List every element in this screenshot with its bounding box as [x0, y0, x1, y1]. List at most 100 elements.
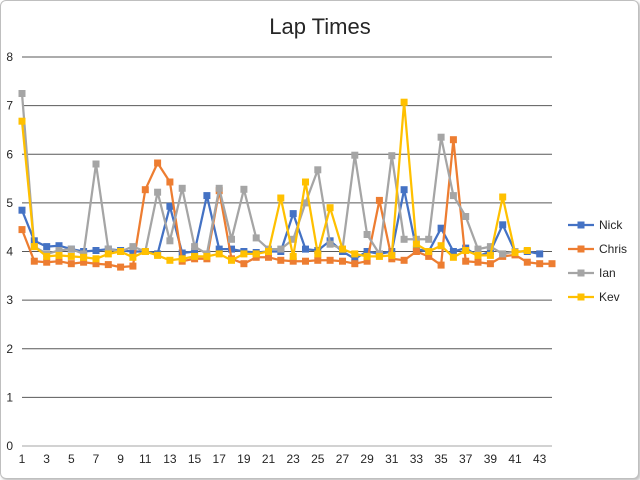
data-point — [326, 240, 334, 248]
data-point — [104, 250, 112, 258]
data-point — [178, 255, 186, 263]
x-tick-label: 15 — [188, 452, 202, 466]
data-point — [18, 226, 26, 234]
data-point — [104, 245, 112, 253]
y-tick-label: 7 — [6, 99, 13, 113]
legend-item: Nick — [568, 218, 623, 232]
x-tick-label: 41 — [508, 452, 522, 466]
legend-label: Ian — [599, 266, 616, 280]
data-point — [18, 206, 26, 214]
data-point — [277, 194, 285, 202]
data-point — [43, 252, 51, 260]
data-point — [302, 178, 309, 186]
legend-item: Ian — [568, 266, 616, 280]
y-tick-label: 2 — [6, 342, 13, 356]
data-point — [437, 261, 445, 269]
data-point — [240, 185, 248, 193]
data-point — [326, 256, 334, 264]
data-point — [55, 242, 63, 250]
data-point — [18, 90, 26, 97]
data-point — [388, 152, 396, 160]
data-point — [462, 247, 470, 254]
data-point — [43, 243, 51, 251]
data-point — [154, 188, 162, 196]
data-point — [400, 186, 408, 194]
data-point — [43, 258, 51, 266]
y-axis: 0 1 2 3 4 5 6 7 8 — [6, 50, 13, 453]
data-point — [388, 251, 396, 259]
y-tick-label: 1 — [6, 390, 13, 404]
series-chris — [18, 136, 556, 271]
data-point — [117, 248, 125, 255]
legend: Nick Chris Ian Kev — [568, 218, 627, 304]
x-tick-label: 43 — [533, 452, 547, 466]
data-point — [425, 252, 433, 260]
data-point — [449, 136, 457, 144]
x-tick-label: 3 — [43, 452, 50, 466]
x-tick-label: 1 — [19, 452, 26, 466]
x-tick-label: 37 — [459, 452, 473, 466]
data-point — [203, 252, 211, 260]
data-point — [92, 160, 100, 168]
legend-label: Kev — [599, 290, 620, 304]
data-point — [474, 258, 482, 266]
data-point — [289, 252, 297, 260]
data-point — [166, 256, 174, 264]
x-tick-label: 27 — [336, 452, 350, 466]
legend-swatch-marker — [577, 245, 585, 253]
data-point — [302, 245, 309, 253]
data-point — [117, 263, 125, 271]
data-point — [499, 193, 507, 201]
data-point — [215, 250, 223, 258]
data-point — [523, 258, 531, 266]
data-point — [449, 253, 457, 261]
data-point — [339, 245, 346, 253]
data-point — [289, 210, 297, 218]
data-point — [400, 235, 408, 243]
data-point — [104, 261, 112, 269]
y-tick-label: 5 — [6, 196, 13, 210]
data-point — [277, 245, 285, 253]
data-point — [141, 186, 149, 194]
x-tick-label: 9 — [117, 452, 124, 466]
data-point — [252, 250, 260, 258]
data-point — [302, 257, 309, 265]
data-point — [314, 256, 322, 264]
data-point — [449, 192, 457, 200]
data-point — [129, 253, 137, 261]
data-point — [351, 151, 359, 159]
data-point — [265, 253, 272, 261]
data-point — [437, 133, 445, 141]
data-point — [67, 245, 75, 253]
data-point — [425, 248, 433, 255]
y-tick-label: 3 — [6, 293, 13, 307]
legend-item: Kev — [568, 290, 620, 304]
data-point — [55, 251, 63, 259]
data-point — [129, 262, 137, 270]
data-point — [240, 260, 248, 268]
data-point — [437, 224, 445, 232]
data-point — [228, 235, 235, 243]
data-point — [178, 184, 186, 192]
data-point — [474, 251, 482, 259]
data-point — [400, 98, 408, 106]
data-point — [252, 234, 260, 242]
data-point — [548, 260, 556, 268]
y-tick-label: 4 — [6, 245, 13, 259]
x-axis: 1 3 5 7 9 11 13 15 17 19 21 23 25 27 29 31 33 35 37 39 41 43 — [19, 452, 547, 466]
data-point — [92, 255, 100, 263]
chart-title: Lap Times — [269, 14, 371, 39]
legend-swatch-marker — [577, 293, 585, 301]
data-point — [437, 242, 445, 250]
data-point — [289, 235, 297, 243]
data-point — [240, 250, 248, 258]
data-point — [339, 257, 346, 265]
data-point — [191, 243, 199, 251]
data-point — [18, 117, 26, 125]
x-tick-label: 5 — [68, 452, 75, 466]
data-point — [412, 240, 420, 248]
data-point — [166, 237, 174, 245]
series-kev — [18, 98, 531, 264]
x-tick-label: 23 — [286, 452, 300, 466]
